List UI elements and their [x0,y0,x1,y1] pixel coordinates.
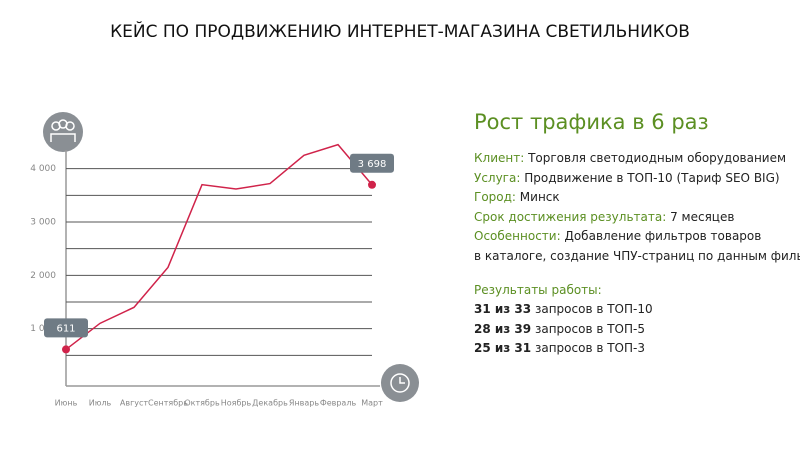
results-heading: Результаты работы: [474,282,602,297]
icon-part [65,121,75,131]
field-label: Услуга: [474,170,521,185]
line [65,143,373,351]
result-text: запросов в ТОП-5 [534,321,645,336]
field-value: Продвижение в ТОП-10 (Тариф SEO BIG) [524,170,780,185]
badge [44,318,88,338]
x-tick-label: Март [361,399,383,408]
info-heading: Рост трафика в 6 раз [474,110,709,134]
result-count: 28 из 39 [474,321,532,336]
x-tick-label: Январь [289,399,319,408]
y-tick-label: 2 000 [30,271,56,281]
field-label: Клиент: [474,151,525,165]
y-tick-label: 4 000 [30,164,56,174]
x-tick-label: Декабрь [252,399,288,408]
info-row: Услуга: Продвижение в ТОП-10 (Тариф SEO … [474,171,780,185]
x-tick-label: Июнь [55,399,78,408]
icon-part [390,373,410,393]
field-value: Добавление фильтров товаров [564,229,762,243]
badge [350,153,394,173]
field-value: 7 месяцев [670,209,735,224]
result-row: 31 из 33 запросов в ТОП-10 [474,302,653,316]
field-value: Торговля светодиодным оборудованием [528,151,787,165]
result-text: запросов в ТОП-10 [534,302,653,317]
y-tick-label: 1 000 [30,324,56,334]
result-row: 28 из 39 запросов в ТОП-5 [474,322,645,336]
x-tick-label: Октябрь [184,399,220,408]
field-label: Срок достижения результата: [474,209,667,224]
point [62,345,70,354]
title: КЕЙС ПО ПРОДВИЖЕНИЮ ИНТЕРНЕТ-МАГАЗИНА СВ… [110,22,690,42]
field-label: Особенности: [474,229,561,243]
info-row: Город: Минск [474,190,560,204]
icon-part [50,133,76,142]
x-tick-label: Ноябрь [221,399,252,408]
point [368,180,376,189]
value-label: 611 [56,323,75,334]
field-label: Город: [474,190,516,204]
x-tick-label: Июль [89,399,112,408]
info-row: Срок достижения результата: 7 месяцев [474,210,734,224]
y-tick-label: 3 000 [30,218,56,228]
x-tick-label: Август [120,399,149,408]
info-row: Клиент: Торговля светодиодным оборудован… [474,151,786,165]
field-value: Минск [519,190,560,204]
x-tick-label: Февраль [320,399,357,408]
icon-part [399,377,405,384]
result-count: 31 из 33 [474,302,532,317]
people-icon [43,112,83,152]
value-label: 3 698 [358,159,387,170]
info-row: Особенности: Добавление фильтров товаров [474,229,761,243]
result-row: 25 из 31 запросов в ТОП-3 [474,341,645,355]
info-continuation: в каталоге, создание ЧПУ-страниц по данн… [474,248,800,263]
result-text: запросов в ТОП-3 [534,341,645,356]
x-tick-label: Сентябрь [148,399,188,408]
result-count: 25 из 31 [474,341,532,356]
